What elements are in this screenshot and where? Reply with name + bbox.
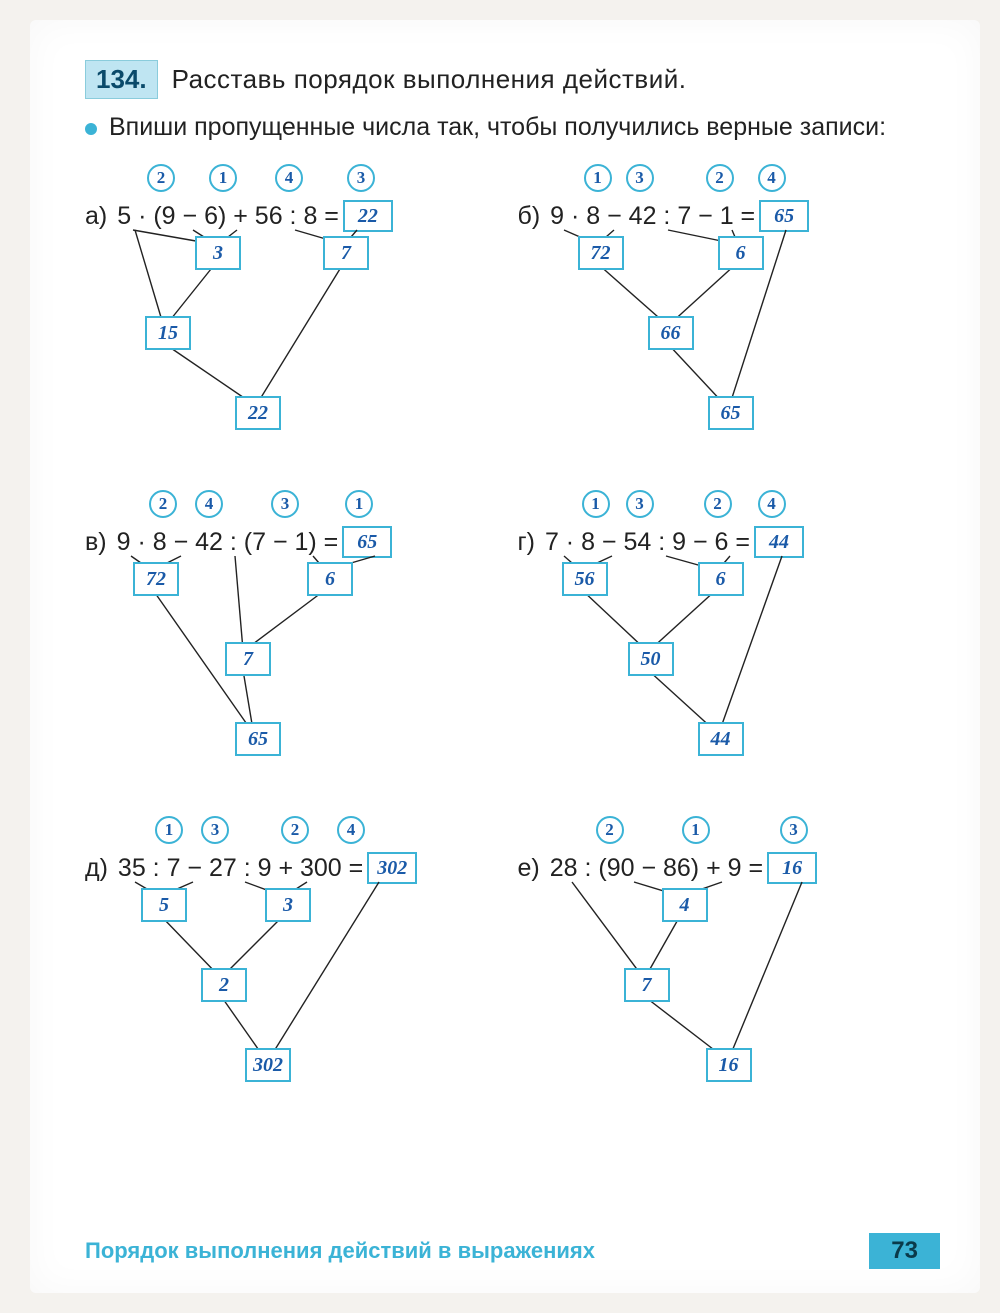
tree-node[interactable]: 72 xyxy=(578,236,624,270)
tree-node[interactable]: 7 xyxy=(624,968,670,1002)
answer-box[interactable]: 16 xyxy=(767,852,817,884)
problems-grid: 2143 а) 5 · (9 − 6) + 56 : 8 = 22 371522… xyxy=(85,164,940,1116)
answer-box[interactable]: 22 xyxy=(343,200,393,232)
tree-node[interactable]: 3 xyxy=(195,236,241,270)
tree-node[interactable]: 15 xyxy=(145,316,191,350)
order-circle[interactable]: 2 xyxy=(706,164,734,192)
tree-node[interactable]: 3 xyxy=(265,888,311,922)
order-circle[interactable]: 3 xyxy=(626,164,654,192)
problem-label: а) xyxy=(85,202,107,231)
calc-tree: 3 7 15 22 xyxy=(85,236,508,456)
tree-node[interactable]: 22 xyxy=(235,396,281,430)
answer-box[interactable]: 65 xyxy=(342,526,392,558)
problem-label: б) xyxy=(518,202,541,231)
exercise-subtitle: Впиши пропущенные числа так, чтобы получ… xyxy=(109,113,886,142)
tree-node[interactable]: 7 xyxy=(225,642,271,676)
calc-tree: 5 3 2 302 xyxy=(85,888,508,1108)
calc-tree: 4 7 16 xyxy=(518,888,941,1108)
exercise-title: Расставь порядок выполнения действий. xyxy=(172,64,687,95)
tree-node[interactable]: 44 xyxy=(698,722,744,756)
problem-f: 2 1 3 е) 28 : (90 − 86) + 9 = 16 4 7 16 xyxy=(518,816,941,1116)
tree-node[interactable]: 56 xyxy=(562,562,608,596)
tree-node[interactable]: 4 xyxy=(662,888,708,922)
expression-row: г) 7 · 8 − 54 : 9 − 6 = 44 xyxy=(518,526,804,558)
problem-label: в) xyxy=(85,528,107,557)
tree-node[interactable]: 2 xyxy=(201,968,247,1002)
calc-tree: 7266665 xyxy=(518,236,941,456)
order-circle[interactable]: 1 xyxy=(582,490,610,518)
tree-node[interactable]: 6 xyxy=(698,562,744,596)
answer-box[interactable]: 302 xyxy=(367,852,417,884)
order-circle[interactable]: 1 xyxy=(682,816,710,844)
order-circle[interactable]: 1 xyxy=(209,164,237,192)
problem-c: 24 3 1 в) 9 · 8 − 42 : (7 − 1) = 65 72 6 7 65 xyxy=(85,490,508,790)
order-circle[interactable]: 4 xyxy=(758,164,786,192)
expression-text: 5 · (9 − 6) + 56 : 8 = xyxy=(117,202,339,231)
expression-text: 9 · 8 − 42 : 7 − 1 = xyxy=(550,202,755,231)
expression-row: д) 35 : 7 − 27 : 9 + 300 = 302 xyxy=(85,852,417,884)
order-circle[interactable]: 2 xyxy=(149,490,177,518)
bullet-icon xyxy=(85,123,97,135)
tree-node[interactable]: 65 xyxy=(235,722,281,756)
tree-node[interactable]: 302 xyxy=(245,1048,291,1082)
expression-row: в) 9 · 8 − 42 : (7 − 1) = 65 xyxy=(85,526,392,558)
answer-box[interactable]: 65 xyxy=(759,200,809,232)
order-circle[interactable]: 3 xyxy=(780,816,808,844)
problem-d: 13 24 г) 7 · 8 − 54 : 9 − 6 = 44 56 6 50 44 xyxy=(518,490,941,790)
tree-node[interactable]: 6 xyxy=(718,236,764,270)
tree-node[interactable]: 7 xyxy=(323,236,369,270)
tree-node[interactable]: 65 xyxy=(708,396,754,430)
problem-e: 1324 д) 35 : 7 − 27 : 9 + 300 = 302 5323… xyxy=(85,816,508,1116)
order-circle[interactable]: 3 xyxy=(626,490,654,518)
order-circle[interactable]: 1 xyxy=(584,164,612,192)
order-circle[interactable]: 4 xyxy=(195,490,223,518)
page-number-badge: 73 xyxy=(869,1233,940,1269)
title-row: 134. Расставь порядок выполнения действи… xyxy=(85,60,940,99)
expression-row: е) 28 : (90 − 86) + 9 = 16 xyxy=(518,852,818,884)
order-circle[interactable]: 2 xyxy=(147,164,175,192)
calc-tree: 56 6 50 44 xyxy=(518,562,941,782)
subtitle-row: Впиши пропущенные числа так, чтобы получ… xyxy=(85,113,940,142)
tree-node[interactable]: 5 xyxy=(141,888,187,922)
order-circle[interactable]: 2 xyxy=(596,816,624,844)
problem-label: е) xyxy=(518,854,540,883)
tree-node[interactable]: 66 xyxy=(648,316,694,350)
problem-a: 2 1 4 3 а) 5 · (9 − 6) + 56 : 8 = 22 3 7 15 22 xyxy=(85,164,508,464)
order-circle[interactable]: 4 xyxy=(275,164,303,192)
order-circle[interactable]: 1 xyxy=(345,490,373,518)
tree-node[interactable]: 72 xyxy=(133,562,179,596)
answer-box[interactable]: 44 xyxy=(754,526,804,558)
tree-node[interactable]: 16 xyxy=(706,1048,752,1082)
order-circle[interactable]: 1 xyxy=(155,816,183,844)
workbook-page: 134. Расставь порядок выполнения действи… xyxy=(30,20,980,1293)
order-circle[interactable]: 3 xyxy=(347,164,375,192)
expression-text: 35 : 7 − 27 : 9 + 300 = xyxy=(118,854,363,883)
problem-b: 1324 б) 9 · 8 − 42 : 7 − 1 = 65 7266665 xyxy=(518,164,941,464)
order-circle[interactable]: 2 xyxy=(704,490,732,518)
exercise-number-badge: 134. xyxy=(85,60,158,99)
expression-text: 7 · 8 − 54 : 9 − 6 = xyxy=(545,528,750,557)
problem-label: д) xyxy=(85,854,108,883)
order-circle[interactable]: 4 xyxy=(758,490,786,518)
tree-node[interactable]: 50 xyxy=(628,642,674,676)
order-circle[interactable]: 2 xyxy=(281,816,309,844)
page-footer: Порядок выполнения действий в выражениях… xyxy=(85,1233,940,1269)
expression-text: 9 · 8 − 42 : (7 − 1) = xyxy=(117,528,339,557)
expression-text: 28 : (90 − 86) + 9 = xyxy=(550,854,763,883)
order-circle[interactable]: 3 xyxy=(271,490,299,518)
order-circle[interactable]: 4 xyxy=(337,816,365,844)
footer-topic: Порядок выполнения действий в выражениях xyxy=(85,1238,595,1264)
expression-row: а) 5 · (9 − 6) + 56 : 8 = 22 xyxy=(85,200,393,232)
tree-node[interactable]: 6 xyxy=(307,562,353,596)
expression-row: б) 9 · 8 − 42 : 7 − 1 = 65 xyxy=(518,200,810,232)
problem-label: г) xyxy=(518,528,535,557)
order-circle[interactable]: 3 xyxy=(201,816,229,844)
calc-tree: 72 6 7 65 xyxy=(85,562,508,782)
